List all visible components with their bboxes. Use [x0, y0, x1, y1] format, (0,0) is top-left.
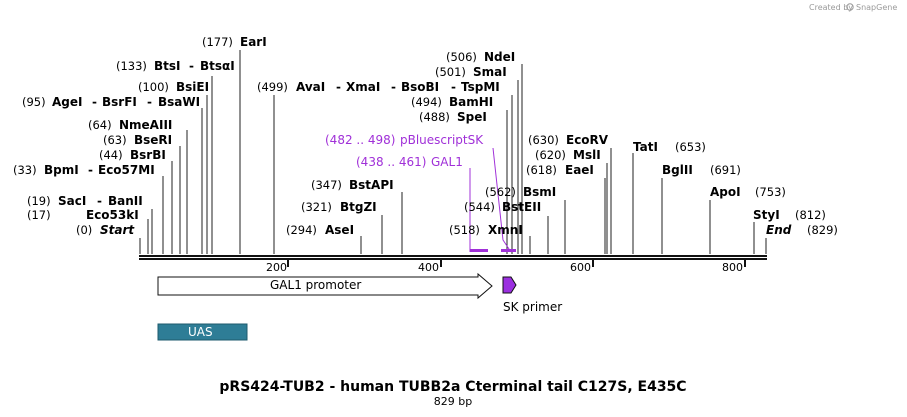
dna-backbone-top: [139, 255, 767, 257]
site-saci: (19) SacI - BanII: [27, 190, 143, 209]
site-eari: (177) EarI: [202, 31, 267, 50]
gal1-primer-bar: [470, 249, 488, 252]
site-spei: (488) SpeI: [419, 106, 487, 125]
site-tati: TatI (653): [633, 136, 706, 155]
gal1-promoter-label: GAL1 promoter: [270, 278, 361, 292]
gal1-promoter-arrow: [157, 272, 493, 300]
site-end: End (829): [766, 219, 838, 238]
site-bpmi: (33) BpmI - Eco57MI: [13, 159, 155, 178]
sk-primer-label: SK primer: [503, 300, 562, 314]
site-ecorv: (630) EcoRV: [528, 129, 609, 148]
map-title: pRS424-TUB2 - human TUBB2a Cterminal tai…: [219, 379, 686, 395]
site-avai: (499) AvaI - XmaI - BsoBI - TspMI: [257, 76, 500, 95]
site-bamhi: (494) BamHI: [411, 91, 493, 110]
site-agei: (95) AgeI - BsrFI - BsaWI: [22, 91, 200, 110]
pbluescriptsk-primer-bar: [501, 249, 516, 252]
uas-feature: [157, 323, 248, 341]
site-msli: (620) MslI: [535, 144, 601, 163]
site-apoi: ApoI (753): [710, 181, 786, 200]
brand-name: SnapGene: [856, 3, 897, 12]
site-bsmi: (562) BsmI: [485, 181, 556, 200]
tick-label-800: 800: [722, 261, 743, 274]
site-bsrbi: (44) BsrBI: [99, 144, 166, 163]
brand-created-by: Created by: [809, 3, 853, 12]
dna-backbone-bottom: [139, 258, 767, 260]
site-styi: StyI (812): [753, 204, 826, 223]
site-eaei: (618) EaeI: [526, 159, 594, 178]
site-leader-lines: [139, 50, 767, 254]
site-eco53ki: (17) Eco53kI: [27, 204, 139, 223]
site-btgzi: (321) BtgZI: [301, 196, 377, 215]
primer-gal1: (438 .. 461) GAL1: [356, 151, 463, 170]
primer-pbluescriptsk: (482 .. 498) pBluescriptSK: [325, 129, 484, 148]
site-asei: (294) AseI: [286, 219, 354, 238]
site-nmeaiii: (64) NmeAIII: [88, 114, 172, 133]
sk-primer-arrow: [502, 276, 517, 294]
site-bsiei: (100) BsiEI: [138, 76, 209, 95]
site-btsi: (133) BtsI - BtsαI: [116, 55, 235, 74]
site-bstapi: (347) BstAPI: [311, 174, 394, 193]
scale-ticks: [287, 260, 746, 267]
tick-label-600: 600: [570, 261, 591, 274]
snapgene-logo-icon: [846, 3, 854, 11]
primer-leader-lines: [469, 147, 512, 253]
uas-label: UAS: [188, 325, 213, 339]
site-bseri: (63) BseRI: [103, 129, 172, 148]
site-start: (0) Start: [76, 219, 135, 238]
site-xmni: (518) XmnI: [449, 219, 523, 238]
site-bglii: BglII (691): [662, 159, 741, 178]
site-ndei: (506) NdeI: [446, 46, 515, 65]
tick-label-200: 200: [266, 261, 287, 274]
leader-pbluescriptsk: [492, 147, 512, 253]
site-bsteii: (544) BstEII: [464, 196, 541, 215]
map-length: 829 bp: [434, 395, 472, 408]
tick-label-400: 400: [418, 261, 439, 274]
site-smai: (501) SmaI: [435, 61, 507, 80]
